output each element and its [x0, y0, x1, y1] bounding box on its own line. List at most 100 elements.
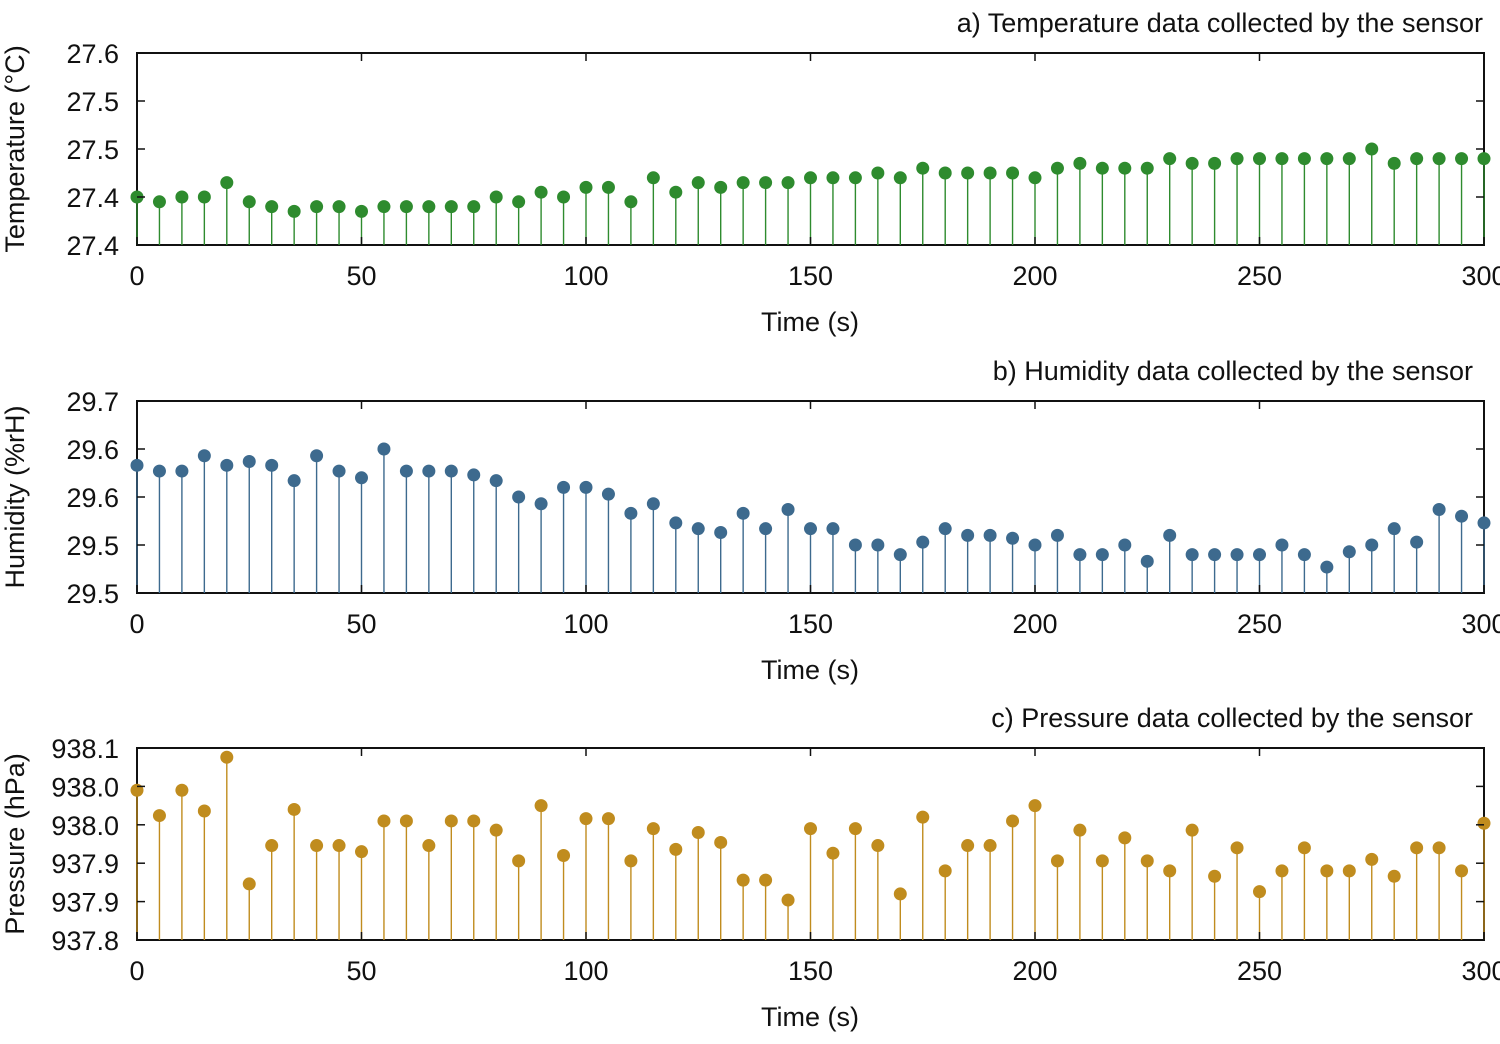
pressure-x-tick-label: 0 — [129, 956, 144, 986]
humidity-data-point — [601, 487, 615, 501]
temperature-x-tick-label: 50 — [346, 261, 376, 291]
pressure-data-point — [646, 822, 660, 836]
temperature-data-point — [152, 195, 166, 209]
humidity-data-point — [130, 458, 144, 472]
pressure-x-tick-label: 50 — [346, 956, 376, 986]
pressure-data-point — [1163, 864, 1177, 878]
temperature-data-point — [1073, 156, 1087, 170]
temperature-data-point — [422, 200, 436, 214]
humidity-data-point — [691, 522, 705, 536]
temperature-data-point — [242, 195, 256, 209]
humidity-y-tick-label: 29.6 — [66, 435, 119, 465]
humidity-data-point — [781, 502, 795, 516]
temperature-data-point — [848, 171, 862, 185]
humidity-data-point — [265, 458, 279, 472]
temperature-data-point — [1455, 152, 1469, 166]
temperature-data-point — [781, 176, 795, 190]
temperature-data-point — [1342, 152, 1356, 166]
pressure-data-point — [399, 814, 413, 828]
humidity-data-point — [1455, 509, 1469, 523]
humidity-x-tick-label: 50 — [346, 609, 376, 639]
pressure-data-point — [1006, 814, 1020, 828]
humidity-data-point — [377, 442, 391, 456]
temperature-data-point — [893, 171, 907, 185]
humidity-data-point — [175, 464, 189, 478]
pressure-data-point — [1028, 799, 1042, 813]
pressure-data-point — [534, 799, 548, 813]
pressure-data-point — [736, 873, 750, 887]
pressure-data-point — [961, 839, 975, 853]
temperature-x-tick-label: 300 — [1461, 261, 1500, 291]
humidity-data-point — [1050, 528, 1064, 542]
pressure-data-point — [265, 839, 279, 853]
temperature-data-point — [669, 185, 683, 199]
temperature-data-point — [1365, 142, 1379, 156]
humidity-data-point — [1118, 538, 1132, 552]
pressure-data-point — [332, 839, 346, 853]
humidity-data-point — [916, 535, 930, 549]
pressure-data-point — [1320, 864, 1334, 878]
humidity-y-tick-label: 29.6 — [66, 483, 119, 513]
temperature-data-point — [938, 166, 952, 180]
temperature-y-ticks: 27.4 27.4 27.5 27.5 27.6 — [66, 39, 1484, 261]
temperature-data-point — [736, 176, 750, 190]
humidity-y-ticks: 29.5 29.5 29.6 29.6 29.7 — [66, 387, 1484, 609]
pressure-y-tick-label: 938.1 — [51, 734, 119, 764]
pressure-data-point — [1410, 841, 1424, 855]
humidity-data-point — [736, 506, 750, 520]
pressure-data-point — [1095, 854, 1109, 868]
humidity-x-ticks: 0 50 100 150 200 250 300 — [129, 401, 1500, 639]
pressure-data-point — [871, 839, 885, 853]
humidity-data-point — [669, 516, 683, 530]
humidity-stems — [136, 449, 1485, 593]
humidity-x-tick-label: 0 — [129, 609, 144, 639]
humidity-data-point — [467, 468, 481, 482]
humidity-data-point — [624, 506, 638, 520]
pressure-data-point — [1342, 864, 1356, 878]
temperature-data-point — [489, 190, 503, 204]
humidity-data-point — [1006, 531, 1020, 545]
pressure-data-point — [893, 887, 907, 901]
pressure-data-point — [1230, 841, 1244, 855]
humidity-data-point — [848, 538, 862, 552]
pressure-y-tick-label: 937.9 — [51, 888, 119, 918]
temperature-x-tick-label: 0 — [129, 261, 144, 291]
humidity-data-point — [961, 528, 975, 542]
humidity-data-point — [1095, 548, 1109, 562]
humidity-data-point — [444, 464, 458, 478]
temperature-data-point — [310, 200, 324, 214]
pressure-data-point — [355, 845, 368, 859]
pressure-x-axis-label: Time (s) — [761, 1002, 859, 1032]
pressure-data-point — [1477, 816, 1491, 830]
temperature-data-point — [467, 200, 481, 214]
pressure-data-point — [1140, 854, 1154, 868]
humidity-x-tick-label: 150 — [788, 609, 833, 639]
humidity-y-axis-label: Humidity (%rH) — [0, 405, 30, 588]
humidity-data-point — [871, 538, 885, 552]
pressure-data-point — [1073, 823, 1087, 837]
humidity-x-axis-label: Time (s) — [761, 655, 859, 685]
pressure-data-point — [759, 873, 773, 887]
humidity-data-point — [826, 522, 840, 536]
humidity-data-point — [557, 480, 571, 494]
pressure-data-point — [1455, 864, 1469, 878]
temperature-data-point — [1163, 152, 1177, 166]
temperature-data-point — [691, 176, 705, 190]
pressure-data-point — [220, 750, 234, 764]
pressure-data-point — [1365, 852, 1379, 866]
pressure-data-point — [826, 846, 840, 860]
temperature-data-point — [624, 195, 638, 209]
pressure-y-ticks: 937.8 937.9 937.9 938.0 938.0 938.1 — [51, 734, 1484, 956]
pressure-y-tick-label: 938.0 — [51, 811, 119, 841]
humidity-data-point — [355, 471, 368, 485]
temperature-data-point — [1140, 161, 1154, 175]
temperature-data-point — [759, 176, 773, 190]
temperature-data-point — [1118, 161, 1132, 175]
pressure-data-point — [310, 839, 324, 853]
humidity-data-point — [152, 464, 166, 478]
humidity-data-point — [287, 474, 301, 488]
temperature-data-point — [444, 200, 458, 214]
pressure-data-point — [916, 810, 930, 824]
temperature-y-tick-label: 27.4 — [66, 231, 119, 261]
humidity-data-point — [1185, 548, 1199, 562]
